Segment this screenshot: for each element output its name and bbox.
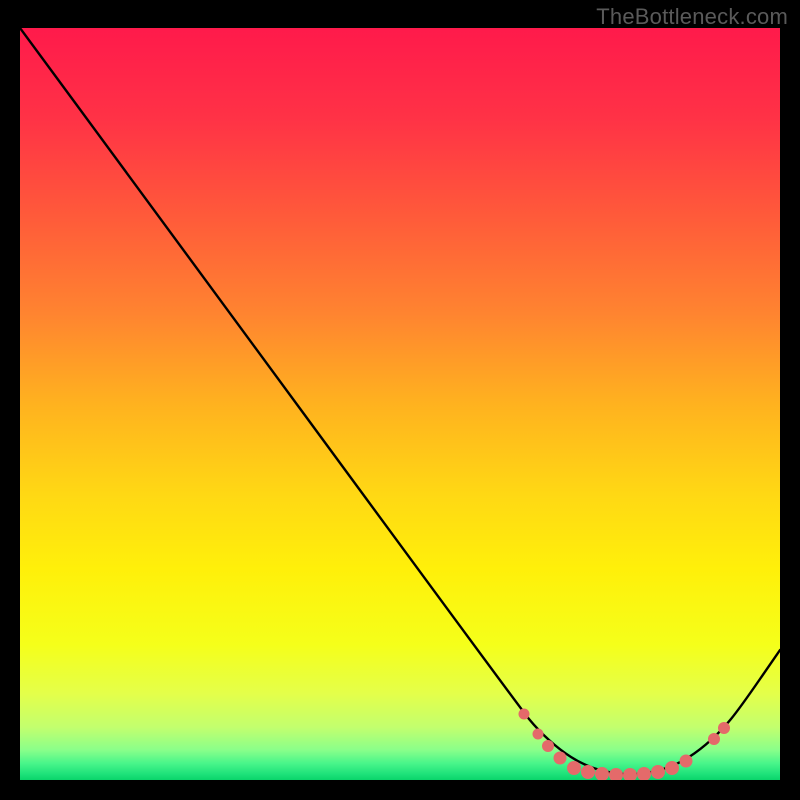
chart-plot <box>20 28 780 780</box>
frame-left <box>0 0 20 800</box>
chart-marker <box>581 765 595 779</box>
chart-marker <box>533 729 544 740</box>
chart-marker <box>542 740 554 752</box>
chart-marker <box>519 709 530 720</box>
chart-marker <box>708 733 720 745</box>
watermark-text: TheBottleneck.com <box>596 4 788 30</box>
chart-marker <box>554 752 567 765</box>
chart-marker <box>567 761 581 775</box>
chart-marker <box>651 765 665 779</box>
frame-right <box>780 0 800 800</box>
frame-bottom <box>0 780 800 800</box>
chart-marker <box>718 722 730 734</box>
chart-marker <box>665 761 679 775</box>
chart-svg <box>20 28 780 780</box>
chart-background <box>20 28 780 780</box>
chart-marker <box>680 755 693 768</box>
